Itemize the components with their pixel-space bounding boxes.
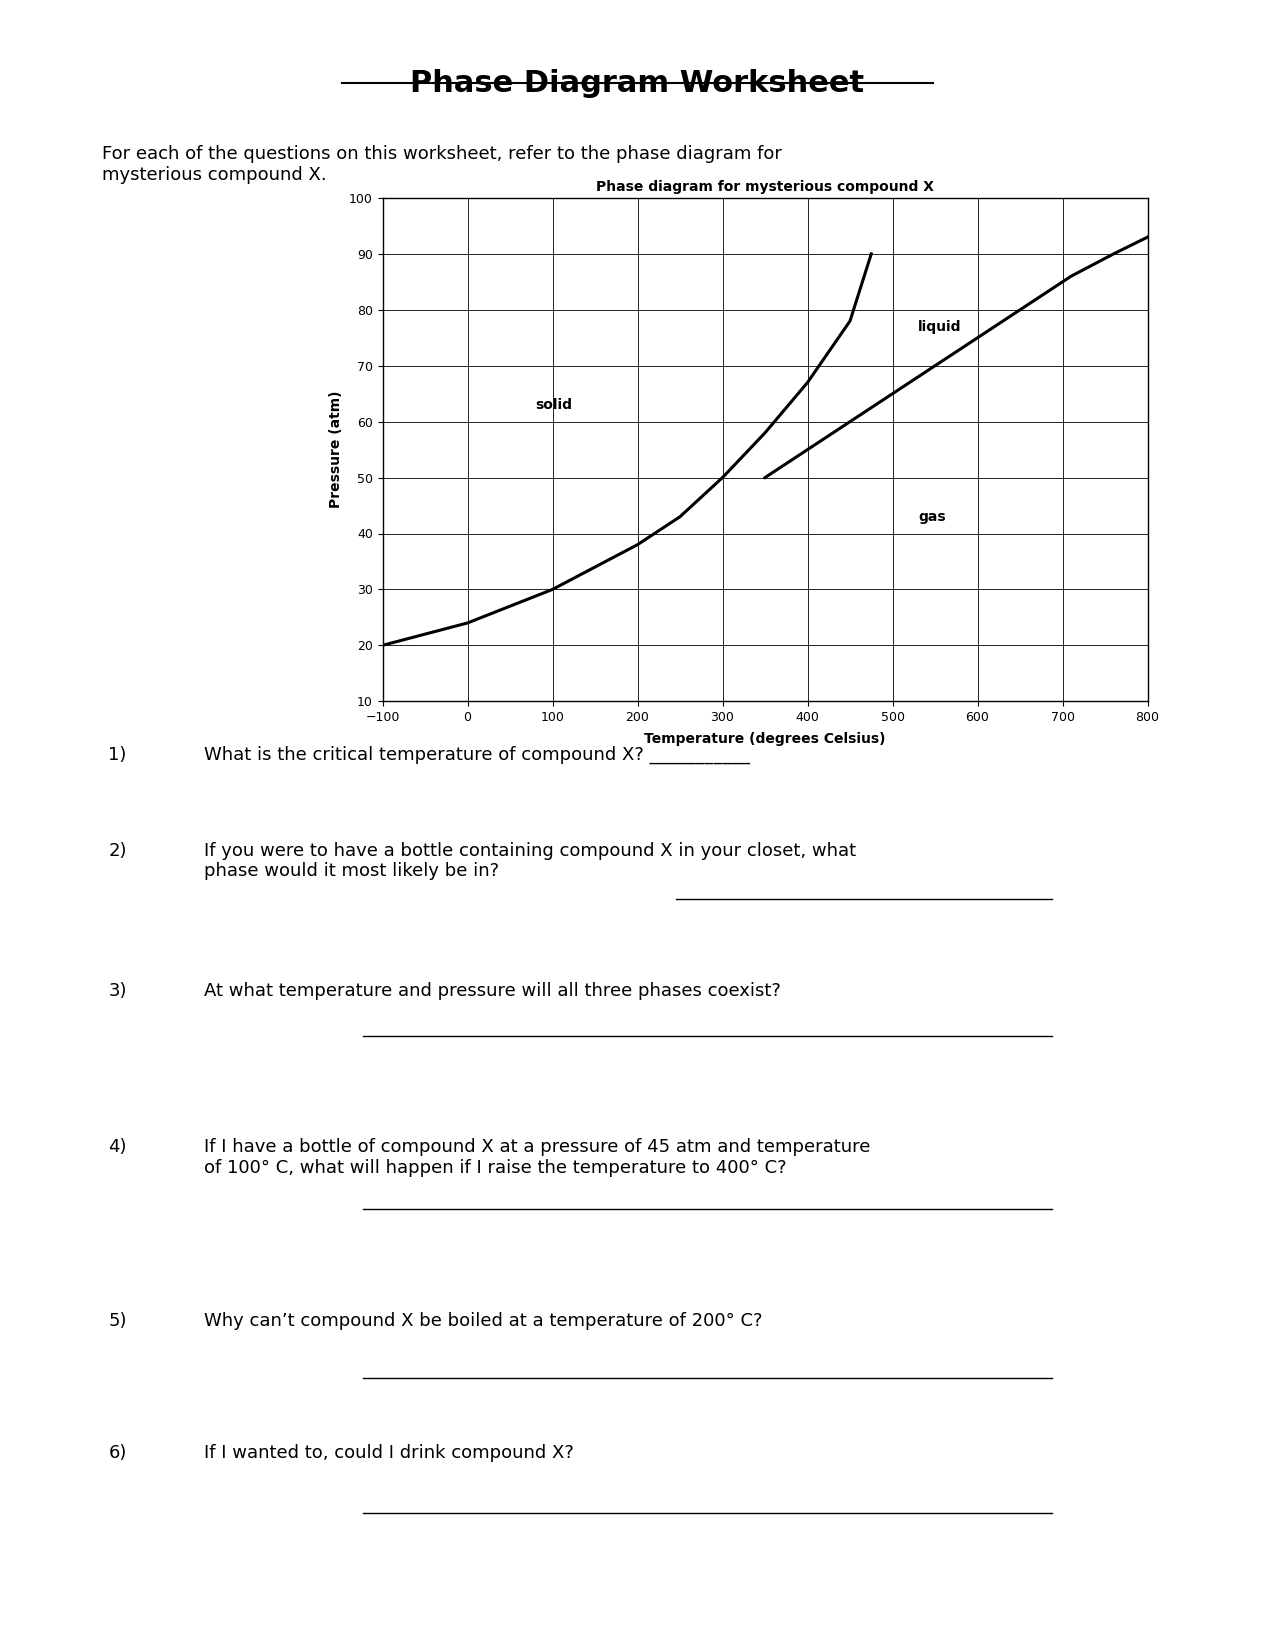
Text: liquid: liquid (918, 320, 961, 333)
Text: 1): 1) (108, 746, 126, 764)
Text: If I wanted to, could I drink compound X?: If I wanted to, could I drink compound X… (204, 1444, 574, 1462)
Y-axis label: Pressure (atm): Pressure (atm) (329, 391, 343, 508)
Text: Phase Diagram Worksheet: Phase Diagram Worksheet (411, 69, 864, 99)
Text: If I have a bottle of compound X at a pressure of 45 atm and temperature
of 100°: If I have a bottle of compound X at a pr… (204, 1138, 871, 1178)
Text: 2): 2) (108, 842, 128, 860)
Text: solid: solid (536, 398, 572, 412)
Text: 6): 6) (108, 1444, 126, 1462)
Text: Why can’t compound X be boiled at a temperature of 200° C?: Why can’t compound X be boiled at a temp… (204, 1312, 762, 1330)
Text: If you were to have a bottle containing compound X in your closet, what
phase wo: If you were to have a bottle containing … (204, 842, 856, 881)
Text: gas: gas (918, 510, 946, 523)
Text: 5): 5) (108, 1312, 128, 1330)
X-axis label: Temperature (degrees Celsius): Temperature (degrees Celsius) (644, 733, 886, 746)
Text: 3): 3) (108, 982, 128, 1000)
Title: Phase diagram for mysterious compound X: Phase diagram for mysterious compound X (595, 180, 935, 195)
Text: What is the critical temperature of compound X? ___________: What is the critical temperature of comp… (204, 746, 750, 764)
Text: At what temperature and pressure will all three phases coexist?: At what temperature and pressure will al… (204, 982, 780, 1000)
Text: For each of the questions on this worksheet, refer to the phase diagram for
myst: For each of the questions on this worksh… (102, 145, 782, 185)
Text: 4): 4) (108, 1138, 128, 1157)
